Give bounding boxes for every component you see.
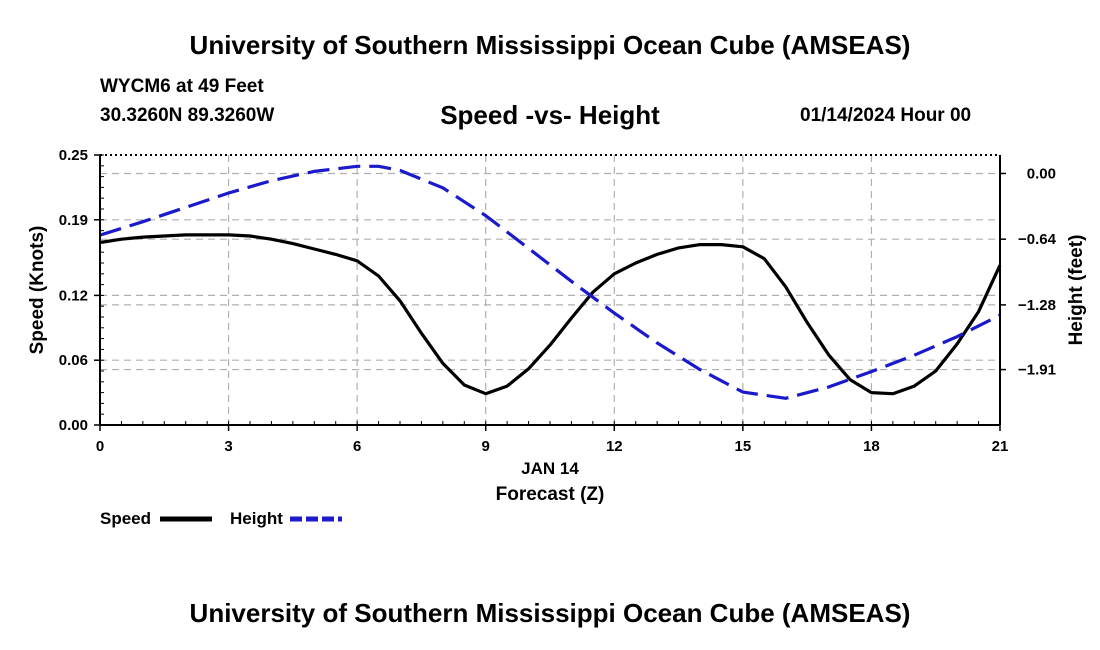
x-tick-label: 18	[863, 438, 880, 455]
y-left-tick-label: 0.19	[59, 212, 88, 229]
y-right-tick-label: 0.00	[1027, 165, 1056, 182]
main-title: University of Southern Mississippi Ocean…	[189, 30, 911, 60]
y-right-tick-label: −1.91	[1018, 362, 1056, 379]
legend-speed-swatch	[160, 516, 212, 522]
axes-layer	[94, 154, 1006, 431]
y-left-tick-label: 0.25	[59, 147, 88, 164]
coordinates-label: 30.3260N 89.3260W	[100, 105, 275, 126]
y-left-tick-label: 0.06	[59, 352, 88, 369]
chart-subtitle: Speed -vs- Height	[440, 100, 660, 130]
grid-layer	[100, 155, 1000, 425]
labels-layer: 0 3 6 9 12 15 18 21 0.00 0.06 0.12 0.19 0.25 0.00 −0.6…	[27, 147, 1087, 505]
y-right-axis-title: Height (feet)	[1066, 235, 1087, 346]
x-tick-label: 0	[96, 438, 104, 455]
x-tick-label: 21	[992, 438, 1009, 455]
x-axis-title: Forecast (Z)	[496, 484, 605, 505]
legend-height-label: Height	[230, 509, 283, 528]
y-right-tick-label: −1.28	[1018, 297, 1056, 314]
x-tick-label: 6	[353, 438, 361, 455]
legend-speed-label: Speed	[100, 509, 152, 528]
footer-title: University of Southern Mississippi Ocean…	[189, 598, 911, 628]
y-right-tick-label: −0.64	[1018, 231, 1057, 248]
series-line-height	[99, 164, 1001, 400]
y-left-tick-label: 0.00	[59, 417, 88, 434]
forecast-datetime: 01/14/2024 Hour 00	[800, 105, 972, 126]
x-tick-label: 9	[482, 438, 490, 455]
y-left-axis-title: Speed (Knots)	[27, 226, 48, 355]
station-label: WYCM6 at 49 Feet	[100, 76, 264, 97]
x-tick-label: 12	[606, 438, 623, 455]
y-left-tick-label: 0.12	[59, 287, 88, 304]
x-tick-label: 3	[224, 438, 232, 455]
x-tick-label: 15	[735, 438, 752, 455]
x-axis-date-label: JAN 14	[521, 459, 579, 478]
series-layer	[99, 164, 1002, 400]
series-line-speed	[99, 233, 1002, 396]
legend-height-swatch	[290, 516, 342, 522]
